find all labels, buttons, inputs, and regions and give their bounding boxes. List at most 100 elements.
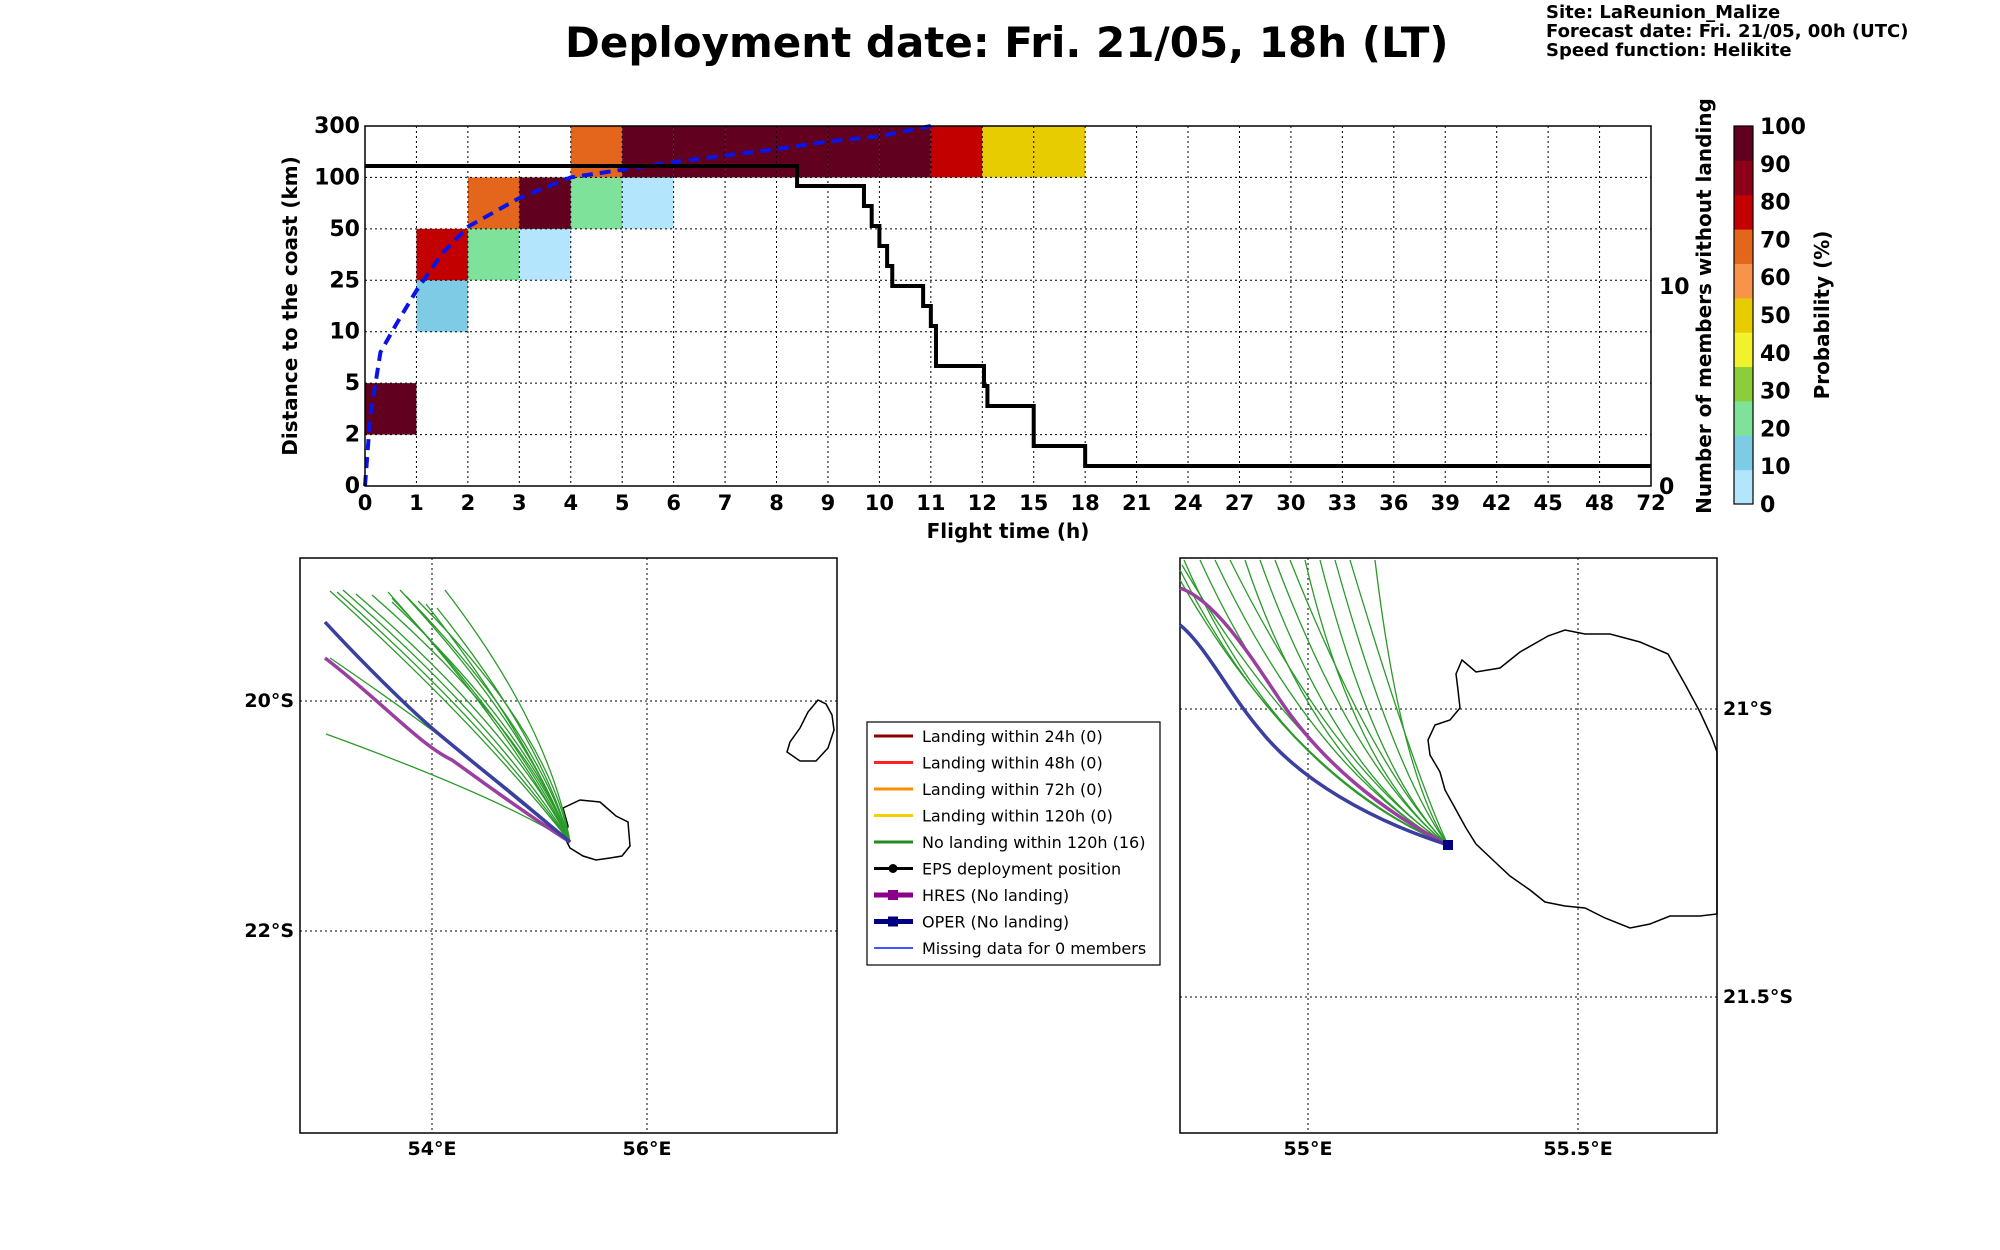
x-tick-label: 42 [1482,491,1511,515]
heatmap-cell [673,126,726,178]
heatmap-cell [982,126,1034,178]
y-axis-label: Distance to the coast (km) [278,156,302,456]
legend-item: OPER (No landing) [874,913,1069,932]
legend-label: Landing within 24h (0) [922,727,1103,746]
heatmap-frame [364,125,1652,487]
legend-label: Landing within 120h (0) [922,807,1113,826]
x-tick-label: 10 [865,491,894,515]
colorbar-tick-label: 50 [1760,304,1791,329]
y2-axis-label: Number of members without landing [1692,98,1716,514]
site-label: Site: LaReunion_Malize [1546,2,1781,23]
legend-item: Landing within 72h (0) [874,780,1103,799]
y-tick-label: 0 [345,474,360,499]
page-title: Deployment date: Fri. 21/05, 18h (LT) [565,18,1449,67]
y-tick-label: 10 [329,320,360,345]
legend-label: No landing within 120h (16) [922,833,1145,852]
map-right-lon-label: 55.5°E [1543,1138,1612,1160]
oper-trajectory [323,620,572,844]
map-left-lon-label: 56°E [623,1138,672,1160]
x-tick-label: 45 [1534,491,1563,515]
legend-item: Landing within 48h (0) [874,754,1103,773]
map-right-lon-label: 55°E [1284,1138,1333,1160]
oper-trajectory [1178,623,1449,847]
ensemble-trajectory [444,589,571,843]
x-tick-label: 72 [1636,491,1665,515]
x-tick-label: 39 [1431,491,1460,515]
deployment-marker [1443,840,1453,850]
colorbar: 0 10 20 30 40 50 60 70 80 90 100 Probability (%) [1733,115,1834,518]
x-tick-label: 2 [461,491,476,515]
colorbar-cell [1734,194,1753,230]
x-tick-label: 33 [1328,491,1357,515]
x-axis-label: Flight time (h) [927,519,1090,543]
heatmap-cell [519,228,571,281]
colorbar-tick-label: 70 [1760,228,1791,253]
x-tick-label: 18 [1071,491,1100,515]
colorbar-tick-label: 80 [1760,191,1791,216]
x-tick-label: 9 [821,491,836,515]
heatmap-cell [570,177,623,229]
colorbar-tick-label: 100 [1760,115,1806,140]
speed-function-label: Speed function: Helikite [1546,40,1792,61]
members-without-landing-line [365,164,1651,468]
heatmap-cell [519,177,571,229]
median-distance-curve [363,124,932,487]
heatmap-cell [622,126,674,178]
x-tick-label: 4 [563,491,578,515]
colorbar-cell [1734,229,1753,264]
colorbar-frame [1733,125,1754,505]
colorbar-tick-label: 20 [1760,417,1791,442]
x-tick-labels: 0 1 2 3 4 5 6 7 8 9 10 11 12 15 18 21 24 27 30 33 36 39 42 45 48… [358,491,1666,515]
legend-label: Landing within 48h (0) [922,754,1103,773]
x-tick-label: 0 [358,491,373,515]
legend-marker [888,864,898,873]
colorbar-cell [1734,160,1753,196]
y-tick-label: 5 [345,371,360,396]
legend-item: EPS deployment position [874,860,1121,879]
heatmap-cell [416,280,468,332]
y2-tick-label: 0 [1659,475,1674,500]
ensemble-trajectory [336,591,571,843]
map-left-trajectories [323,589,572,844]
hres-trajectory [1179,586,1449,847]
ensemble-trajectory [391,601,571,843]
heatmap-cell [570,126,623,178]
map-left-lat-label: 20°S [244,690,294,712]
map-left: 20°S 22°S 54°E 56°E [244,557,838,1160]
map-right-lat-label: 21.5°S [1723,986,1793,1008]
legend-marker [888,916,898,927]
legend-item: HRES (No landing) [874,886,1069,905]
colorbar-tick-label: 90 [1760,153,1791,178]
ensemble-trajectory [1374,559,1449,846]
x-tick-label: 30 [1276,491,1305,515]
legend-item: No landing within 120h (16) [874,833,1145,852]
y-tick-label: 25 [329,268,360,293]
heatmap-cell [467,228,520,281]
ensemble-trajectory [1244,559,1449,846]
heatmap-cell [622,177,674,229]
colorbar-cell [1734,366,1753,402]
map-right: 21°S 21.5°S 55°E 55.5°E [1178,557,1793,1160]
x-tick-label: 1 [409,491,424,515]
colorbar-cell [1734,332,1753,368]
mauritius-island-coast [786,699,835,762]
x-tick-label: 5 [615,491,630,515]
ensemble-trajectory [342,589,571,843]
colorbar-cell [1734,263,1753,299]
x-tick-label: 11 [916,491,945,515]
colorbar-tick-labels: 0 10 20 30 40 50 60 70 80 90 100 [1760,115,1806,518]
colorbar-label: Probability (%) [1810,231,1834,400]
y-tick-label: 2 [345,423,360,448]
ensemble-trajectory [1334,559,1449,846]
x-tick-label: 27 [1225,491,1254,515]
legend-label: Landing within 72h (0) [922,780,1103,799]
ensemble-trajectory [329,590,571,843]
legend-label: OPER (No landing) [922,913,1069,932]
x-tick-label: 12 [968,491,997,515]
legend-marker [888,890,898,900]
colorbar-tick-label: 60 [1760,266,1791,291]
ensemble-trajectory [1259,559,1449,846]
ensemble-trajectory [1319,559,1449,846]
